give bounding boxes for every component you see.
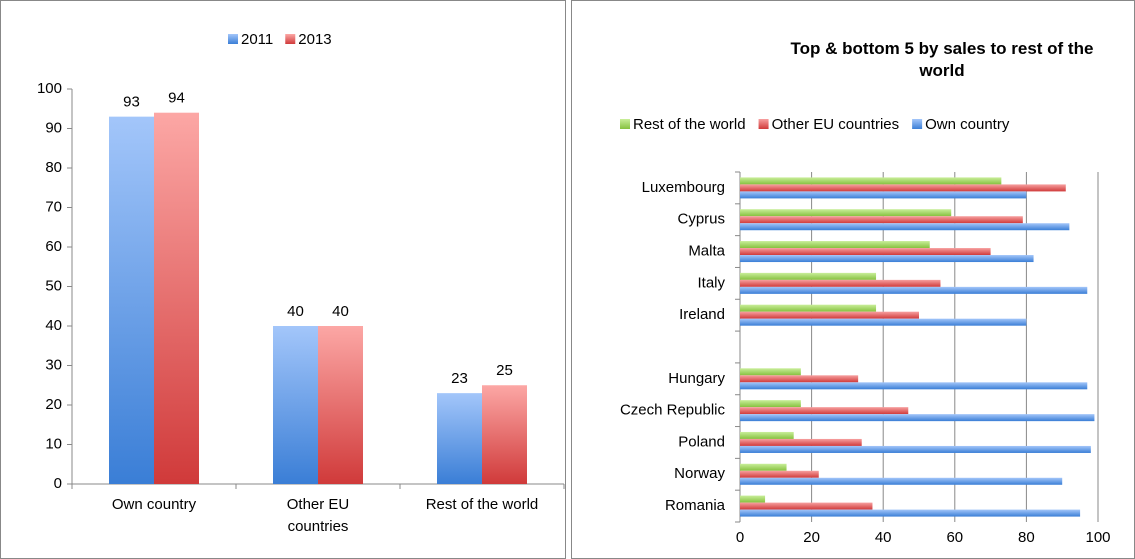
x-tick-label: 0 [736,529,744,546]
y-tick-label: 60 [45,238,62,255]
y-tick-label: Hungary [668,370,725,387]
y-tick-label: Luxembourg [642,179,725,196]
y-tick-label: Malta [688,243,725,260]
bar [740,368,801,376]
bar [740,216,1023,224]
y-tick-label: Norway [674,465,725,482]
y-tick-label: Czech Republic [620,402,726,419]
data-label: 25 [496,362,513,379]
bar [740,223,1070,231]
bar [273,326,318,484]
legend-label: Other EU countries [772,116,900,133]
x-tick-label: 100 [1085,529,1110,546]
y-tick-label: 100 [37,80,62,97]
bar [740,311,919,319]
legend-swatch [620,119,630,129]
bar [740,502,873,510]
bar [740,463,787,471]
bar [109,116,154,485]
bar [740,279,941,287]
bar [740,509,1081,517]
legend-swatch [912,119,923,129]
bar [740,431,794,439]
bar [740,184,1066,192]
legend-swatch [285,34,296,44]
bar [482,385,527,484]
data-label: 40 [287,303,304,320]
bar [740,414,1095,422]
bar [740,304,877,312]
bar [740,470,819,478]
x-tick-label: 80 [1018,529,1035,546]
bar [740,375,859,383]
y-tick-label: 80 [45,159,62,176]
bar [740,177,1002,185]
y-tick-label: 70 [45,198,62,215]
bar [740,286,1088,294]
legend-label: 2011 [241,31,273,48]
bar [740,255,1034,263]
y-tick-label: 0 [54,475,62,492]
y-tick-label: 20 [45,396,62,413]
x-tick-label: 40 [875,529,892,546]
x-tick-label: Rest of the world [425,496,539,513]
legend-swatch [228,34,238,44]
y-tick-label: 30 [45,356,62,373]
x-tick-label: 60 [946,529,963,546]
legend-label: 2013 [298,31,331,48]
bar [740,209,952,217]
bar [740,318,1027,326]
bar [740,400,801,408]
x-tick-label: 20 [803,529,820,546]
data-label: 94 [168,90,185,107]
y-tick-label: Ireland [679,306,725,323]
bar [437,393,482,484]
bar [740,248,991,256]
bar [740,477,1063,485]
data-label: 93 [123,94,140,111]
bar [740,407,909,415]
y-tick-label: 10 [45,435,62,452]
bar [740,382,1088,390]
bar [740,445,1091,453]
bar [740,191,1027,199]
y-tick-label: 40 [45,317,62,334]
x-tick-label: Other EU countries [286,496,350,535]
data-label: 23 [451,370,468,387]
bar [740,495,766,503]
bar [740,438,862,446]
y-tick-label: Romania [665,497,726,514]
data-label: 40 [332,303,349,320]
y-tick-label: Poland [678,433,725,450]
bar [318,326,363,484]
legend-swatch [758,119,769,129]
legend-label: Rest of the world [633,116,746,133]
x-tick-label: Own country [111,496,197,513]
y-tick-label: 50 [45,277,62,294]
y-tick-label: Italy [697,274,725,291]
bar [740,241,930,249]
legend-label: Own country [925,116,1010,133]
bar [740,272,877,280]
bar [154,112,199,484]
y-tick-label: 90 [45,119,62,136]
chart-title: Top & bottom 5 by sales to rest of the wo… [791,39,1094,80]
y-tick-label: Cyprus [677,211,725,228]
